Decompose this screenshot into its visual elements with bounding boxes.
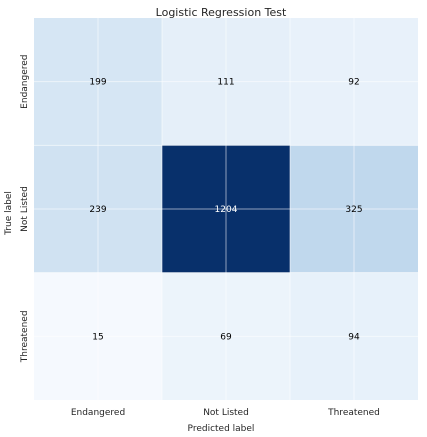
y-tick-labels: Endangered Not Listed Threatened <box>20 55 30 364</box>
cell-value-label: 325 <box>345 205 362 215</box>
x-tick-labels: Endangered Not Listed Threatened <box>71 408 380 418</box>
cell-value-label: 1204 <box>215 205 238 215</box>
cell-value-label: 94 <box>348 332 360 342</box>
heatmap-gridlines <box>34 18 418 400</box>
x-tick-label: Threatened <box>327 408 380 418</box>
cell-value-label: 92 <box>348 78 359 88</box>
chart-title: Logistic Regression Test <box>156 6 287 19</box>
x-axis-label: Predicted label <box>188 424 255 434</box>
cell-value-label: 15 <box>92 332 103 342</box>
cell-value-label: 199 <box>89 78 106 88</box>
x-tick-label: Endangered <box>71 408 125 418</box>
cell-value-label: 111 <box>217 78 234 88</box>
cell-value-label: 239 <box>89 205 106 215</box>
y-tick-label: Threatened <box>20 310 30 363</box>
x-tick-label: Not Listed <box>203 408 249 418</box>
cell-value-label: 69 <box>220 332 232 342</box>
y-axis-label: True label <box>4 191 14 236</box>
heatmap-cell-labels: 199 111 92 239 1204 325 15 69 94 <box>89 78 362 343</box>
y-tick-label: Not Listed <box>20 186 30 232</box>
y-tick-label: Endangered <box>20 55 30 109</box>
